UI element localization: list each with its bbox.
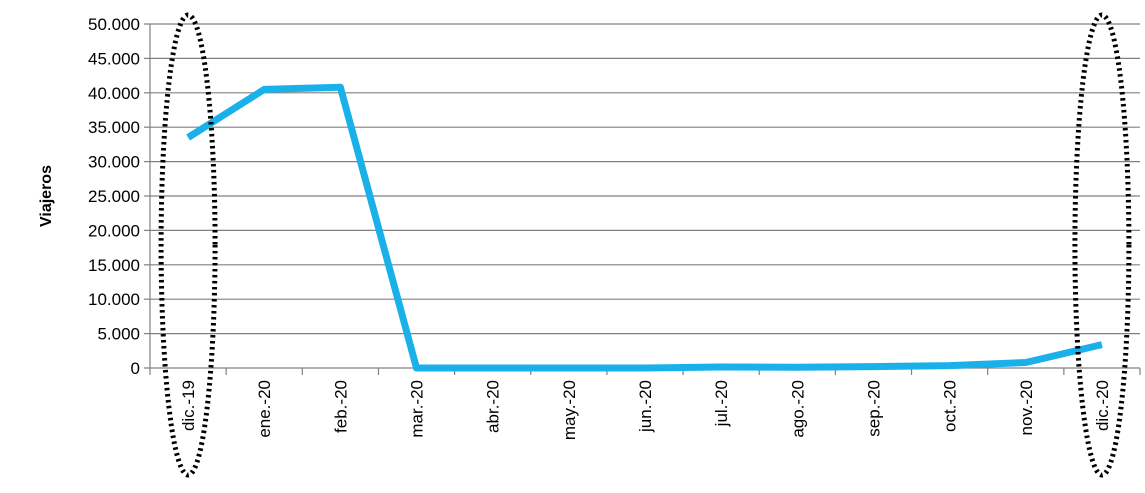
y-tick-label: 40.000: [88, 84, 140, 103]
x-tick-label: nov.-20: [1017, 380, 1036, 435]
annotation-ellipse: [1072, 12, 1132, 478]
x-tick-label: jun.-20: [636, 380, 655, 433]
annotations: [158, 12, 1132, 478]
gridlines: [150, 23, 1140, 335]
annotation-ellipse: [158, 12, 218, 478]
y-axis-title: Viajeros: [38, 165, 55, 227]
x-tick-label: ago.-20: [788, 380, 807, 438]
x-tick-label: abr.-20: [484, 380, 503, 433]
y-tick-label: 5.000: [97, 325, 140, 344]
x-tick-label: ene.-20: [255, 380, 274, 438]
y-tick-label: 30.000: [88, 153, 140, 172]
x-tick-label: dic.-20: [1093, 380, 1112, 431]
y-tick-label: 15.000: [88, 256, 140, 275]
x-tick-label: feb.-20: [331, 380, 350, 433]
y-tick-label: 0: [131, 359, 140, 378]
x-tick-label: oct.-20: [941, 380, 960, 432]
x-tick-label: may.-20: [560, 380, 579, 440]
series-line: [186, 83, 1103, 372]
x-tick-label: dic.-19: [179, 380, 198, 431]
y-tick-label: 25.000: [88, 187, 140, 206]
y-tick-labels: 0 5.000 10.000 15.000 20.000 25.000 30.000 35.0…: [88, 15, 140, 378]
y-tick-label: 50.000: [88, 15, 140, 34]
x-tick-labels: dic.-19 ene.-20 feb.-20 mar.-20 abr.-20 may.-…: [179, 380, 1112, 440]
y-tick-label: 10.000: [88, 290, 140, 309]
y-tick-label: 35.000: [88, 118, 140, 137]
x-tick-label: mar.-20: [408, 380, 427, 438]
axes: [144, 23, 1141, 375]
y-tick-label: 45.000: [88, 49, 140, 68]
x-tick-label: sep.-20: [864, 380, 883, 437]
series-lines: [186, 83, 1103, 372]
y-tick-label: 20.000: [88, 221, 140, 240]
x-tick-label: jul.-20: [712, 380, 731, 427]
